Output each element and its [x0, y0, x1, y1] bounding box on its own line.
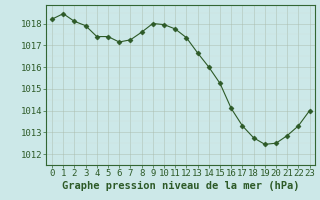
X-axis label: Graphe pression niveau de la mer (hPa): Graphe pression niveau de la mer (hPa) — [62, 181, 300, 191]
